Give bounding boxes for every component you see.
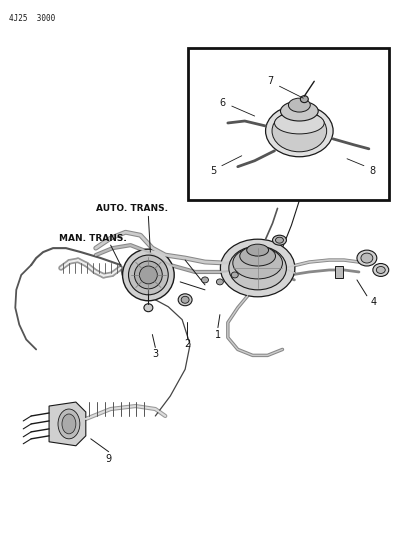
Ellipse shape — [376, 266, 385, 273]
Ellipse shape — [240, 246, 275, 266]
Ellipse shape — [288, 98, 310, 112]
Text: 7: 7 — [267, 76, 274, 86]
Ellipse shape — [280, 101, 318, 121]
Text: 2: 2 — [184, 340, 190, 350]
Text: 4J25  3000: 4J25 3000 — [9, 14, 55, 23]
Polygon shape — [49, 402, 86, 446]
Ellipse shape — [266, 105, 333, 157]
Text: 9: 9 — [106, 454, 112, 464]
Ellipse shape — [122, 249, 174, 301]
Text: 5: 5 — [210, 166, 216, 176]
Ellipse shape — [275, 112, 324, 134]
Ellipse shape — [300, 95, 308, 103]
Text: AUTO. TRANS.: AUTO. TRANS. — [96, 204, 168, 213]
Ellipse shape — [216, 279, 223, 285]
Ellipse shape — [247, 244, 268, 256]
Ellipse shape — [220, 239, 295, 297]
Text: MAN. TRANS.: MAN. TRANS. — [59, 233, 127, 243]
Text: 4: 4 — [371, 297, 377, 307]
Ellipse shape — [62, 414, 76, 434]
Ellipse shape — [233, 247, 282, 279]
Ellipse shape — [373, 263, 389, 277]
Bar — [335, 266, 343, 278]
Ellipse shape — [273, 235, 286, 245]
Ellipse shape — [129, 255, 168, 295]
Text: 1: 1 — [215, 329, 221, 340]
Ellipse shape — [275, 237, 284, 243]
Ellipse shape — [272, 110, 327, 152]
Text: 8: 8 — [370, 166, 376, 176]
Ellipse shape — [202, 277, 208, 283]
Ellipse shape — [361, 253, 373, 263]
Bar — [188, 49, 389, 200]
Ellipse shape — [135, 261, 162, 289]
Ellipse shape — [140, 266, 157, 284]
Text: 6: 6 — [220, 98, 226, 108]
Ellipse shape — [144, 304, 153, 312]
Text: 3: 3 — [152, 350, 158, 359]
Ellipse shape — [229, 246, 286, 290]
Ellipse shape — [181, 296, 189, 303]
Ellipse shape — [231, 272, 238, 278]
Ellipse shape — [357, 250, 377, 266]
Ellipse shape — [178, 294, 192, 306]
Ellipse shape — [58, 409, 80, 439]
